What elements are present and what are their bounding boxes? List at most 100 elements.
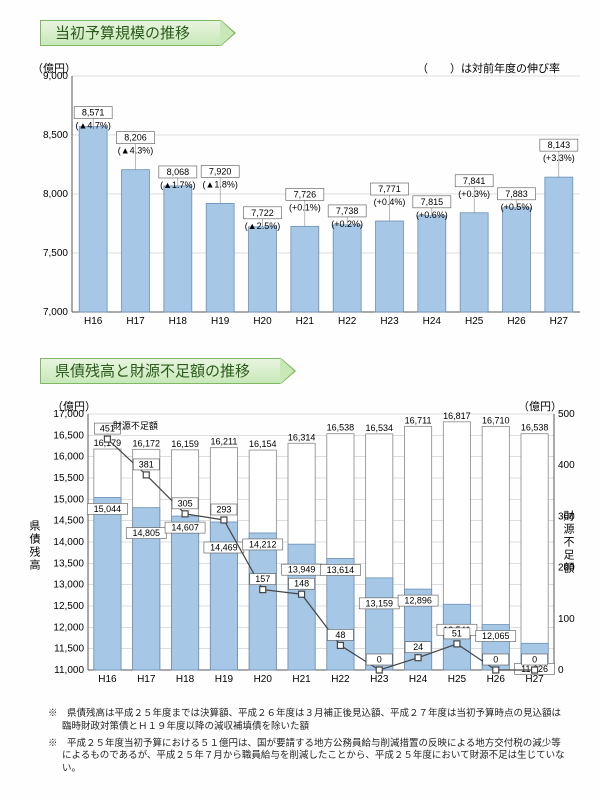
svg-text:H27: H27 <box>550 316 569 327</box>
chart2-ylabel-right: 財源不足額 <box>560 510 576 575</box>
svg-text:H17: H17 <box>137 674 156 685</box>
svg-text:H24: H24 <box>423 316 442 327</box>
svg-text:H23: H23 <box>380 316 399 327</box>
svg-text:H18: H18 <box>176 674 195 685</box>
footnote: ※ 県債残高は平成２５年度までは決算額、平成２６年度は３月補正後見込額、平成２７… <box>48 708 566 734</box>
chart2-container: （億円） （億円） 県債残高 財源不足額 11,00011,50012,0001… <box>30 400 570 690</box>
svg-text:H24: H24 <box>409 674 428 685</box>
svg-text:H16: H16 <box>84 316 103 327</box>
footnotes: ※ 県債残高は平成２５年度までは決算額、平成２６年度は３月補正後見込額、平成２７… <box>20 708 580 776</box>
svg-text:16,154: 16,154 <box>249 439 277 449</box>
svg-text:H21: H21 <box>296 316 315 327</box>
svg-text:H21: H21 <box>292 674 311 685</box>
svg-text:14,500: 14,500 <box>53 516 84 527</box>
svg-text:H16: H16 <box>98 674 117 685</box>
svg-text:13,614: 13,614 <box>327 565 355 575</box>
svg-text:16,538: 16,538 <box>327 423 355 433</box>
svg-text:14,000: 14,000 <box>53 537 84 548</box>
svg-text:H22: H22 <box>331 674 350 685</box>
svg-text:14,212: 14,212 <box>249 539 277 549</box>
svg-text:16,538: 16,538 <box>521 423 549 433</box>
svg-text:15,044: 15,044 <box>94 504 122 514</box>
svg-text:H20: H20 <box>253 316 272 327</box>
svg-text:H25: H25 <box>465 316 484 327</box>
svg-text:16,000: 16,000 <box>53 452 84 463</box>
svg-text:381: 381 <box>139 459 154 469</box>
svg-text:7,841: 7,841 <box>463 176 486 186</box>
chart2-y-unit-right: （億円） <box>518 398 562 414</box>
svg-text:13,000: 13,000 <box>53 580 84 591</box>
svg-text:16,500: 16,500 <box>53 430 84 441</box>
chart1-svg: 7,0007,5008,0008,5009,000H168,571(▲4.7%)… <box>30 62 590 332</box>
svg-text:7,771: 7,771 <box>378 184 401 194</box>
svg-text:16,711: 16,711 <box>405 415 432 425</box>
svg-text:400: 400 <box>558 460 575 471</box>
chart1-container: （億円） （ ）は対前年度の伸び率 7,0007,5008,0008,5009,… <box>30 62 570 332</box>
svg-text:14,805: 14,805 <box>132 528 160 538</box>
svg-text:H17: H17 <box>126 316 145 327</box>
svg-text:H18: H18 <box>169 316 188 327</box>
svg-text:15,000: 15,000 <box>53 494 84 505</box>
chart2-svg: 11,000 11,500 12,000 12,500 13,000 13,500 14,0… <box>30 400 590 690</box>
svg-text:7,883: 7,883 <box>505 189 528 199</box>
svg-text:16,211: 16,211 <box>210 437 237 447</box>
svg-text:157: 157 <box>255 574 270 584</box>
svg-text:7,500: 7,500 <box>43 248 68 259</box>
chart1-title: 当初予算規模の推移 <box>40 20 221 46</box>
svg-text:305: 305 <box>178 498 193 508</box>
svg-text:13,949: 13,949 <box>288 565 316 575</box>
svg-text:H26: H26 <box>487 674 506 685</box>
svg-text:16,710: 16,710 <box>482 415 510 425</box>
svg-text:財源不足額: 財源不足額 <box>113 420 158 431</box>
svg-text:14,607: 14,607 <box>171 523 199 533</box>
svg-text:8,500: 8,500 <box>43 130 68 141</box>
svg-text:15,500: 15,500 <box>53 473 84 484</box>
svg-text:16,534: 16,534 <box>365 423 393 433</box>
svg-text:7,738: 7,738 <box>336 206 359 216</box>
svg-text:0: 0 <box>532 655 537 665</box>
svg-text:148: 148 <box>294 579 309 589</box>
svg-text:16,172: 16,172 <box>132 438 160 448</box>
chart2-title: 県債残高と財源不足額の推移 <box>40 358 281 384</box>
svg-text:H23: H23 <box>370 674 389 685</box>
svg-text:H22: H22 <box>338 316 357 327</box>
svg-text:293: 293 <box>216 504 231 514</box>
svg-text:8,206: 8,206 <box>124 133 147 143</box>
svg-text:7,000: 7,000 <box>43 307 68 318</box>
chart1-y-unit: （億円） <box>32 60 76 76</box>
svg-text:11,500: 11,500 <box>54 644 84 655</box>
svg-text:24: 24 <box>413 642 423 652</box>
footnote: ※ 平成２５年度当初予算における５１億円は、国が要請する地方公務員給与削減措置の… <box>48 738 566 776</box>
svg-text:7,722: 7,722 <box>251 208 274 218</box>
svg-text:8,143: 8,143 <box>548 140 571 150</box>
svg-text:16,314: 16,314 <box>288 432 316 442</box>
svg-text:H27: H27 <box>525 674 544 685</box>
svg-text:7,920: 7,920 <box>209 166 232 176</box>
svg-text:H20: H20 <box>254 674 273 685</box>
svg-text:16,159: 16,159 <box>171 439 199 449</box>
svg-text:7,815: 7,815 <box>421 197 444 207</box>
svg-text:H19: H19 <box>215 674 234 685</box>
svg-text:0: 0 <box>377 655 382 665</box>
chart1-legend-note: （ ）は対前年度の伸び率 <box>417 60 560 76</box>
svg-text:8,571: 8,571 <box>82 108 105 118</box>
svg-text:12,000: 12,000 <box>53 622 84 633</box>
svg-text:11,000: 11,000 <box>54 665 84 676</box>
svg-text:13,500: 13,500 <box>53 558 84 569</box>
svg-text:13,159: 13,159 <box>365 598 393 608</box>
svg-text:12,500: 12,500 <box>53 601 84 612</box>
chart2-y-unit-left: （億円） <box>52 398 96 414</box>
svg-text:12,896: 12,896 <box>404 596 432 606</box>
svg-text:16,817: 16,817 <box>443 411 471 421</box>
svg-text:0: 0 <box>558 665 564 676</box>
svg-text:H26: H26 <box>507 316 526 327</box>
svg-text:12,065: 12,065 <box>482 631 510 641</box>
svg-text:7,726: 7,726 <box>294 189 317 199</box>
svg-text:8,068: 8,068 <box>167 167 190 177</box>
svg-text:48: 48 <box>335 630 345 640</box>
svg-text:100: 100 <box>558 614 575 625</box>
svg-text:8,000: 8,000 <box>43 189 68 200</box>
svg-text:0: 0 <box>493 655 498 665</box>
svg-text:H19: H19 <box>211 316 230 327</box>
svg-text:14,469: 14,469 <box>210 542 238 552</box>
